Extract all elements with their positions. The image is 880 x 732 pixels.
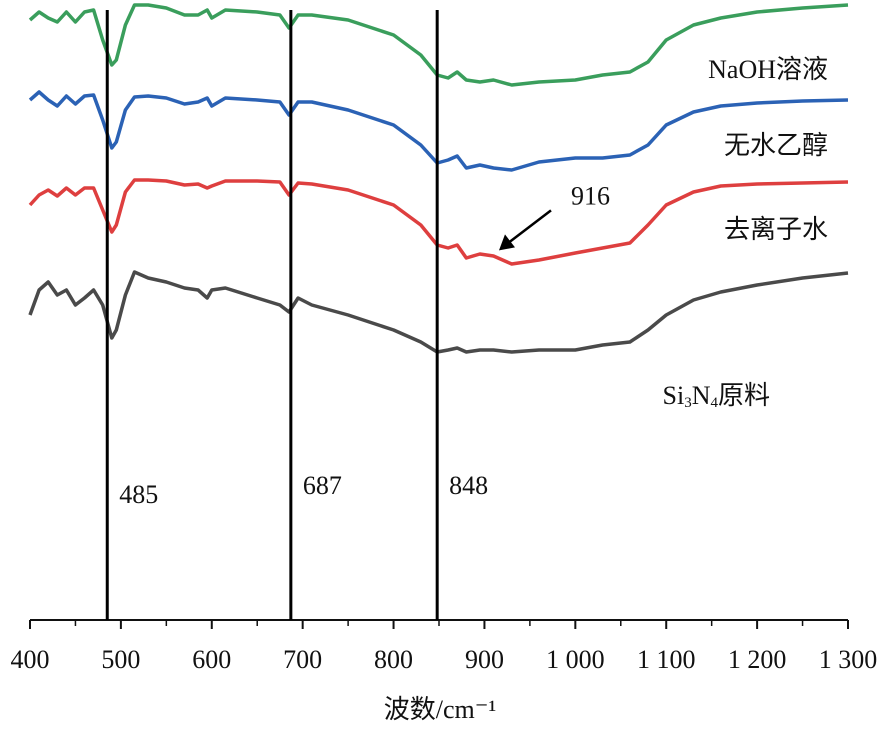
series-label: 无水乙醇 (724, 131, 828, 160)
series-label: NaOH溶液 (708, 55, 828, 84)
series-line (28, 178, 849, 266)
x-axis-title: 波数/cm⁻¹ (384, 695, 497, 724)
series-line (28, 90, 849, 172)
x-tick-label: 700 (283, 645, 322, 674)
series-line (28, 3, 849, 87)
arrow-head (498, 234, 515, 251)
x-tick-label: 600 (192, 645, 231, 674)
arrow-shaft (508, 209, 552, 244)
x-tick-label: 1 000 (546, 645, 605, 674)
arrow-label: 916 (571, 181, 610, 210)
marker-label: 687 (303, 471, 342, 500)
x-tick-label: 1 100 (637, 645, 696, 674)
series-label: 去离子水 (724, 215, 828, 244)
series-label: Si3N4原料 (663, 381, 770, 411)
label-part: N (692, 381, 711, 410)
x-tick-label: 1 200 (728, 645, 787, 674)
x-tick-label: 1 300 (819, 645, 878, 674)
series-line (28, 270, 849, 354)
x-tick-label: 900 (465, 645, 504, 674)
marker-label: 485 (119, 480, 158, 509)
x-tick-label: 500 (101, 645, 140, 674)
label-part: 4 (710, 395, 718, 411)
x-tick-label: 400 (11, 645, 50, 674)
label-part: 3 (684, 395, 692, 411)
marker-label: 848 (449, 471, 488, 500)
x-tick-label: 800 (374, 645, 413, 674)
label-part: Si (663, 381, 685, 410)
label-part: 原料 (718, 381, 770, 410)
